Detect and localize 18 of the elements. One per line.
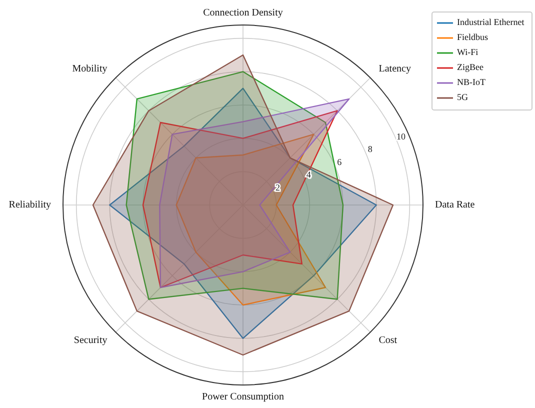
y-tick-label: 8 (368, 144, 373, 154)
legend-label: Industrial Ethernet (457, 17, 525, 28)
y-tick-label: 10 (396, 131, 406, 142)
legend-label: 5G (457, 92, 468, 102)
spoke-label: Security (74, 335, 108, 346)
legend-label: Wi-Fi (457, 47, 479, 58)
legend-label: NB-IoT (457, 77, 486, 88)
legend-label: Fieldbus (457, 32, 488, 42)
spoke-label: Power Consumption (202, 391, 284, 402)
spoke-label: Reliability (8, 199, 51, 210)
spoke-label: Cost (378, 335, 398, 346)
y-tick-label: 2 (276, 182, 280, 192)
spoke-label: Mobility (72, 64, 108, 75)
legend-label: ZigBee (457, 62, 484, 72)
spoke-label: Data Rate (435, 199, 476, 210)
spoke-label: Connection Density (203, 7, 283, 18)
spoke-label: Latency (378, 64, 411, 75)
y-tick-label: 6 (337, 156, 342, 167)
